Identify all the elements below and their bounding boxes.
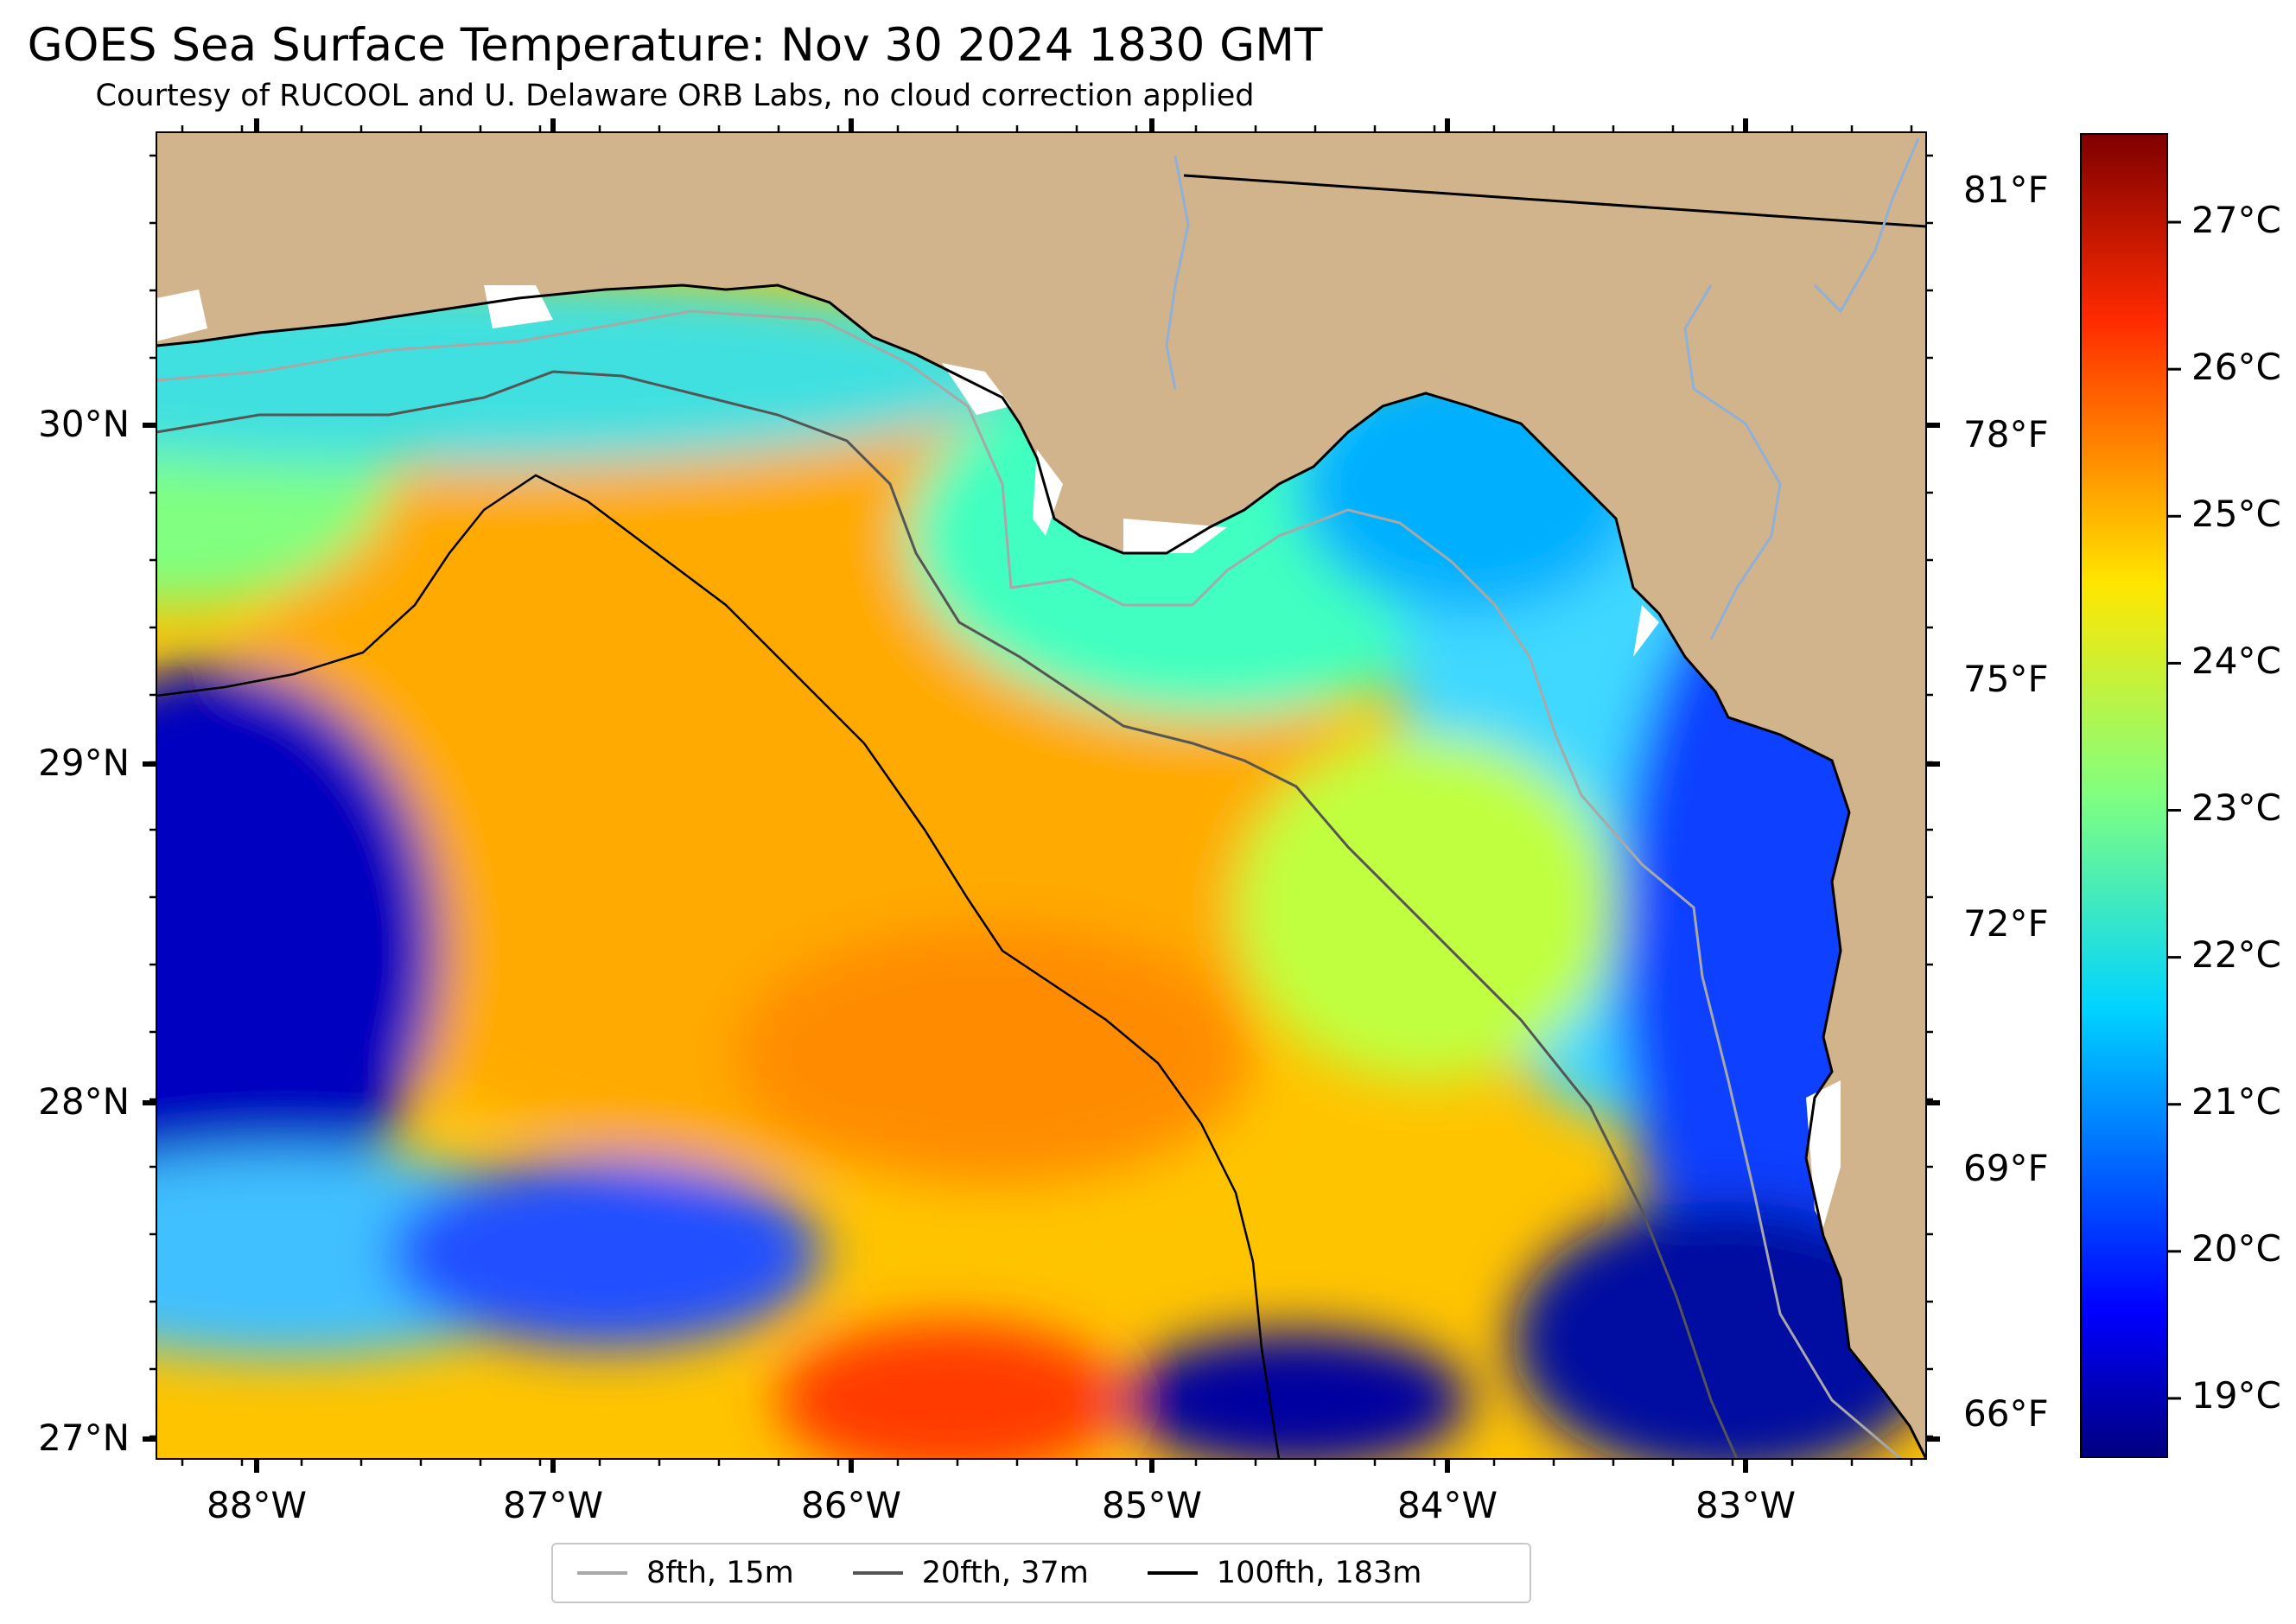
colorbar-label: 20°C (2191, 1227, 2281, 1270)
river-suwannee (1683, 284, 1782, 640)
colorbar-label: 21°C (2191, 1080, 2281, 1123)
colorbar-label: 24°C (2191, 640, 2281, 682)
isobath-8fth (156, 309, 1902, 1459)
fahrenheit-label: 81°F (1963, 169, 2049, 211)
lon-label: 85°W (1102, 1484, 1202, 1526)
coastline (156, 283, 1926, 1459)
colorbar-label: 26°C (2191, 346, 2281, 388)
land-north (156, 132, 1926, 1459)
fahrenheit-label: 66°F (1963, 1392, 2049, 1435)
isobath-legend: 8fth, 15m 20fth, 37m 100fth, 183m (551, 1543, 1531, 1603)
lon-label: 84°W (1397, 1484, 1498, 1526)
colorbar-label: 19°C (2191, 1374, 2281, 1417)
chart-subtitle: Courtesy of RUCOOL and U. Delaware ORB L… (95, 79, 1255, 113)
axis-ticks (143, 118, 1940, 1473)
colorbar-label: 23°C (2191, 787, 2281, 829)
colorbar-label: 25°C (2191, 493, 2281, 535)
fahrenheit-label: 75°F (1963, 658, 2049, 700)
fahrenheit-label: 78°F (1963, 413, 2049, 455)
legend-swatch (1147, 1571, 1198, 1575)
colorbar: 27°C 26°C 25°C 24°C 23°C 22°C 21°C 20°C … (2080, 133, 2281, 1458)
latitude-axis: 30°N 29°N 28°N 27°N (38, 403, 130, 1459)
lat-label: 29°N (38, 742, 130, 784)
isobath-100fth (156, 474, 1281, 1459)
lat-label: 27°N (38, 1417, 130, 1459)
map-frame (156, 131, 1927, 1460)
isobath-20fth (156, 370, 1739, 1459)
fahrenheit-label: 72°F (1963, 902, 2049, 945)
longitude-axis: 88°W 87°W 86°W 85°W 84°W 83°W (207, 1484, 1796, 1526)
legend-label: 20fth, 37m (921, 1556, 1089, 1590)
colorbar-gradient (2080, 133, 2168, 1458)
lat-label: 28°N (38, 1080, 130, 1123)
colorbar-label: 22°C (2191, 933, 2281, 976)
chart-title: GOES Sea Surface Temperature: Nov 30 202… (27, 19, 1323, 72)
legend-label: 8fth, 15m (646, 1556, 794, 1590)
colorbar-ticks (2167, 220, 2181, 1400)
legend-item-8fth: 8fth, 15m (577, 1556, 794, 1590)
legend-item-100fth: 100fth, 183m (1147, 1556, 1422, 1590)
lon-label: 83°W (1695, 1484, 1796, 1526)
river-apalachicola (1165, 155, 1190, 390)
legend-label: 100fth, 183m (1216, 1556, 1422, 1590)
map-area (156, 132, 1926, 1459)
colorbar-label: 27°C (2191, 199, 2281, 241)
legend-swatch (577, 1571, 627, 1575)
river-east (1813, 137, 1920, 314)
state-border (1183, 174, 1926, 228)
legend-item-20fth: 20fth, 37m (852, 1556, 1089, 1590)
fahrenheit-label: 69°F (1963, 1147, 2049, 1189)
lon-label: 87°W (503, 1484, 603, 1526)
lat-label: 30°N (38, 403, 130, 445)
lon-label: 88°W (207, 1484, 307, 1526)
lon-label: 86°W (801, 1484, 901, 1526)
legend-swatch (852, 1571, 903, 1575)
fahrenheit-axis: 81°F 78°F 75°F 72°F 69°F 66°F (1963, 169, 2049, 1435)
